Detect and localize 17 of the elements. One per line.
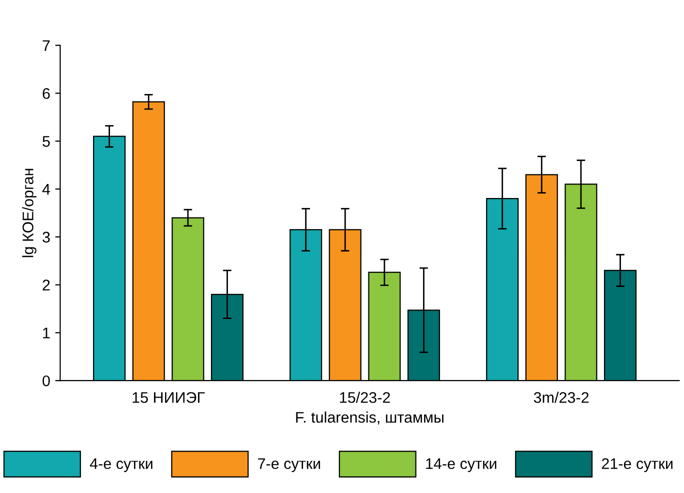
y-tick-label: 0 bbox=[42, 375, 50, 386]
legend-label: 14-е сутки bbox=[426, 458, 496, 472]
y-tick-label: 7 bbox=[42, 40, 50, 51]
x-tick-label: 15 НИИЭГ bbox=[132, 392, 205, 403]
x-axis-title: F. tularensis, штаммы bbox=[296, 412, 444, 425]
y-tick-label: 2 bbox=[42, 280, 50, 290]
legend-label: 4-е сутки bbox=[90, 458, 152, 472]
y-tick-label: 3 bbox=[42, 232, 50, 243]
legend-label: 7-е сутки bbox=[258, 458, 320, 472]
x-tick-label: 3m/23-2 bbox=[534, 392, 589, 403]
y-tick-label: 4 bbox=[42, 184, 50, 195]
x-tick-label: 15/23-2 bbox=[340, 392, 390, 403]
y-tick-label: 5 bbox=[42, 136, 50, 147]
y-tick-label: 6 bbox=[42, 88, 50, 99]
y-tick-label: 1 bbox=[43, 328, 50, 338]
legend-label: 21-е сутки bbox=[602, 458, 672, 472]
y-axis-title: lg КОЕ/орган bbox=[22, 168, 36, 258]
